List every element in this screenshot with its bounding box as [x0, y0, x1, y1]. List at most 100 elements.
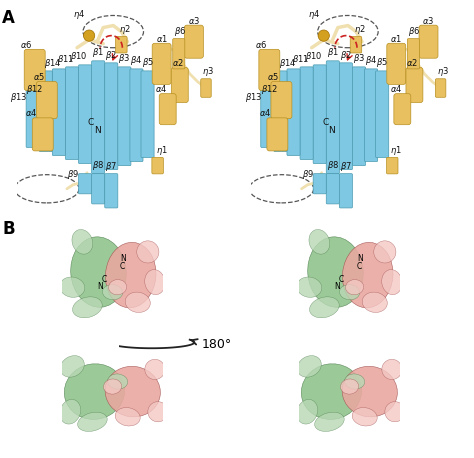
Ellipse shape — [301, 364, 362, 420]
Ellipse shape — [352, 408, 377, 426]
FancyBboxPatch shape — [184, 25, 203, 58]
Text: $\eta$1: $\eta$1 — [391, 143, 402, 157]
FancyBboxPatch shape — [118, 67, 131, 166]
Text: $\beta$3: $\beta$3 — [353, 52, 365, 65]
Ellipse shape — [108, 374, 128, 389]
FancyBboxPatch shape — [419, 25, 438, 58]
FancyBboxPatch shape — [79, 174, 91, 194]
Text: $\alpha$5: $\alpha$5 — [267, 71, 279, 82]
Text: $\beta$14: $\beta$14 — [44, 57, 62, 70]
FancyBboxPatch shape — [65, 67, 79, 159]
Text: $\eta$3: $\eta$3 — [202, 65, 214, 78]
FancyBboxPatch shape — [365, 69, 378, 162]
Text: $\beta$14: $\beta$14 — [279, 57, 296, 70]
Ellipse shape — [71, 237, 126, 307]
FancyBboxPatch shape — [91, 174, 105, 204]
Text: $\eta$1: $\eta$1 — [156, 143, 168, 157]
FancyBboxPatch shape — [406, 67, 423, 103]
Ellipse shape — [308, 237, 363, 307]
Ellipse shape — [125, 292, 150, 312]
Ellipse shape — [297, 277, 322, 297]
FancyBboxPatch shape — [313, 65, 326, 164]
Ellipse shape — [340, 379, 359, 394]
Text: N: N — [94, 126, 100, 135]
FancyBboxPatch shape — [105, 174, 118, 208]
Text: $\beta$8: $\beta$8 — [327, 158, 339, 172]
Ellipse shape — [60, 277, 85, 297]
FancyBboxPatch shape — [24, 49, 45, 90]
Ellipse shape — [385, 402, 405, 422]
FancyBboxPatch shape — [259, 49, 280, 90]
Text: $\alpha$2: $\alpha$2 — [172, 57, 184, 68]
Ellipse shape — [60, 399, 81, 424]
Text: $\beta$7: $\beta$7 — [340, 160, 352, 173]
Ellipse shape — [109, 279, 127, 295]
Text: $\eta$2: $\eta$2 — [354, 22, 366, 36]
Ellipse shape — [315, 412, 344, 431]
FancyBboxPatch shape — [105, 63, 118, 169]
Text: $\alpha$1: $\alpha$1 — [155, 33, 168, 44]
FancyBboxPatch shape — [267, 118, 288, 151]
Text: $\beta$9: $\beta$9 — [67, 168, 79, 181]
Text: 180°: 180° — [201, 338, 232, 351]
Text: $\beta$11: $\beta$11 — [57, 53, 74, 66]
Text: $\beta$6: $\beta$6 — [408, 25, 420, 38]
Text: N: N — [335, 282, 340, 291]
Ellipse shape — [382, 360, 402, 380]
FancyBboxPatch shape — [52, 69, 65, 156]
Text: $\alpha$4: $\alpha$4 — [25, 107, 37, 118]
FancyBboxPatch shape — [79, 65, 91, 164]
Ellipse shape — [382, 270, 402, 294]
Ellipse shape — [105, 242, 156, 308]
FancyBboxPatch shape — [313, 174, 326, 194]
Text: $\beta$2: $\beta$2 — [105, 49, 117, 62]
Text: N: N — [357, 255, 363, 263]
FancyBboxPatch shape — [326, 174, 339, 204]
FancyBboxPatch shape — [116, 37, 127, 53]
FancyBboxPatch shape — [436, 79, 446, 97]
Ellipse shape — [64, 364, 125, 420]
Text: N: N — [120, 255, 126, 263]
Ellipse shape — [339, 284, 360, 300]
Ellipse shape — [105, 366, 160, 417]
Ellipse shape — [73, 297, 102, 318]
Text: $\beta$13: $\beta$13 — [245, 91, 262, 104]
Text: $\beta$5: $\beta$5 — [376, 56, 388, 69]
Text: C: C — [357, 262, 362, 271]
FancyBboxPatch shape — [274, 71, 287, 152]
FancyBboxPatch shape — [39, 71, 52, 152]
Text: $\beta$6: $\beta$6 — [173, 25, 186, 38]
FancyBboxPatch shape — [394, 94, 411, 125]
Text: $\alpha$6: $\alpha$6 — [255, 39, 267, 50]
Text: $\beta$4: $\beta$4 — [130, 54, 143, 67]
Text: $\alpha$4: $\alpha$4 — [390, 83, 402, 94]
FancyBboxPatch shape — [171, 67, 188, 103]
Text: $\beta$1: $\beta$1 — [327, 46, 339, 59]
Ellipse shape — [297, 356, 321, 377]
Ellipse shape — [309, 229, 330, 254]
Circle shape — [318, 30, 329, 41]
Text: $\beta$9: $\beta$9 — [301, 168, 314, 181]
Text: $\eta$4: $\eta$4 — [73, 7, 85, 21]
FancyBboxPatch shape — [159, 94, 176, 125]
FancyBboxPatch shape — [91, 61, 105, 174]
Text: $\beta$12: $\beta$12 — [26, 83, 43, 96]
Ellipse shape — [72, 229, 93, 254]
Text: $\alpha$5: $\alpha$5 — [33, 71, 45, 82]
FancyBboxPatch shape — [32, 118, 53, 151]
Ellipse shape — [345, 374, 365, 389]
Text: $\alpha$1: $\alpha$1 — [390, 33, 402, 44]
FancyBboxPatch shape — [36, 82, 57, 119]
Text: C: C — [339, 275, 344, 284]
Text: $\beta$3: $\beta$3 — [118, 52, 130, 65]
FancyBboxPatch shape — [287, 69, 300, 156]
FancyBboxPatch shape — [271, 82, 292, 119]
Text: C: C — [120, 262, 125, 271]
Text: $\beta$2: $\beta$2 — [340, 49, 352, 62]
Ellipse shape — [342, 366, 397, 417]
FancyBboxPatch shape — [300, 67, 313, 159]
Ellipse shape — [148, 402, 168, 422]
Text: $\beta$13: $\beta$13 — [10, 91, 27, 104]
FancyBboxPatch shape — [375, 71, 389, 158]
Ellipse shape — [310, 297, 339, 318]
